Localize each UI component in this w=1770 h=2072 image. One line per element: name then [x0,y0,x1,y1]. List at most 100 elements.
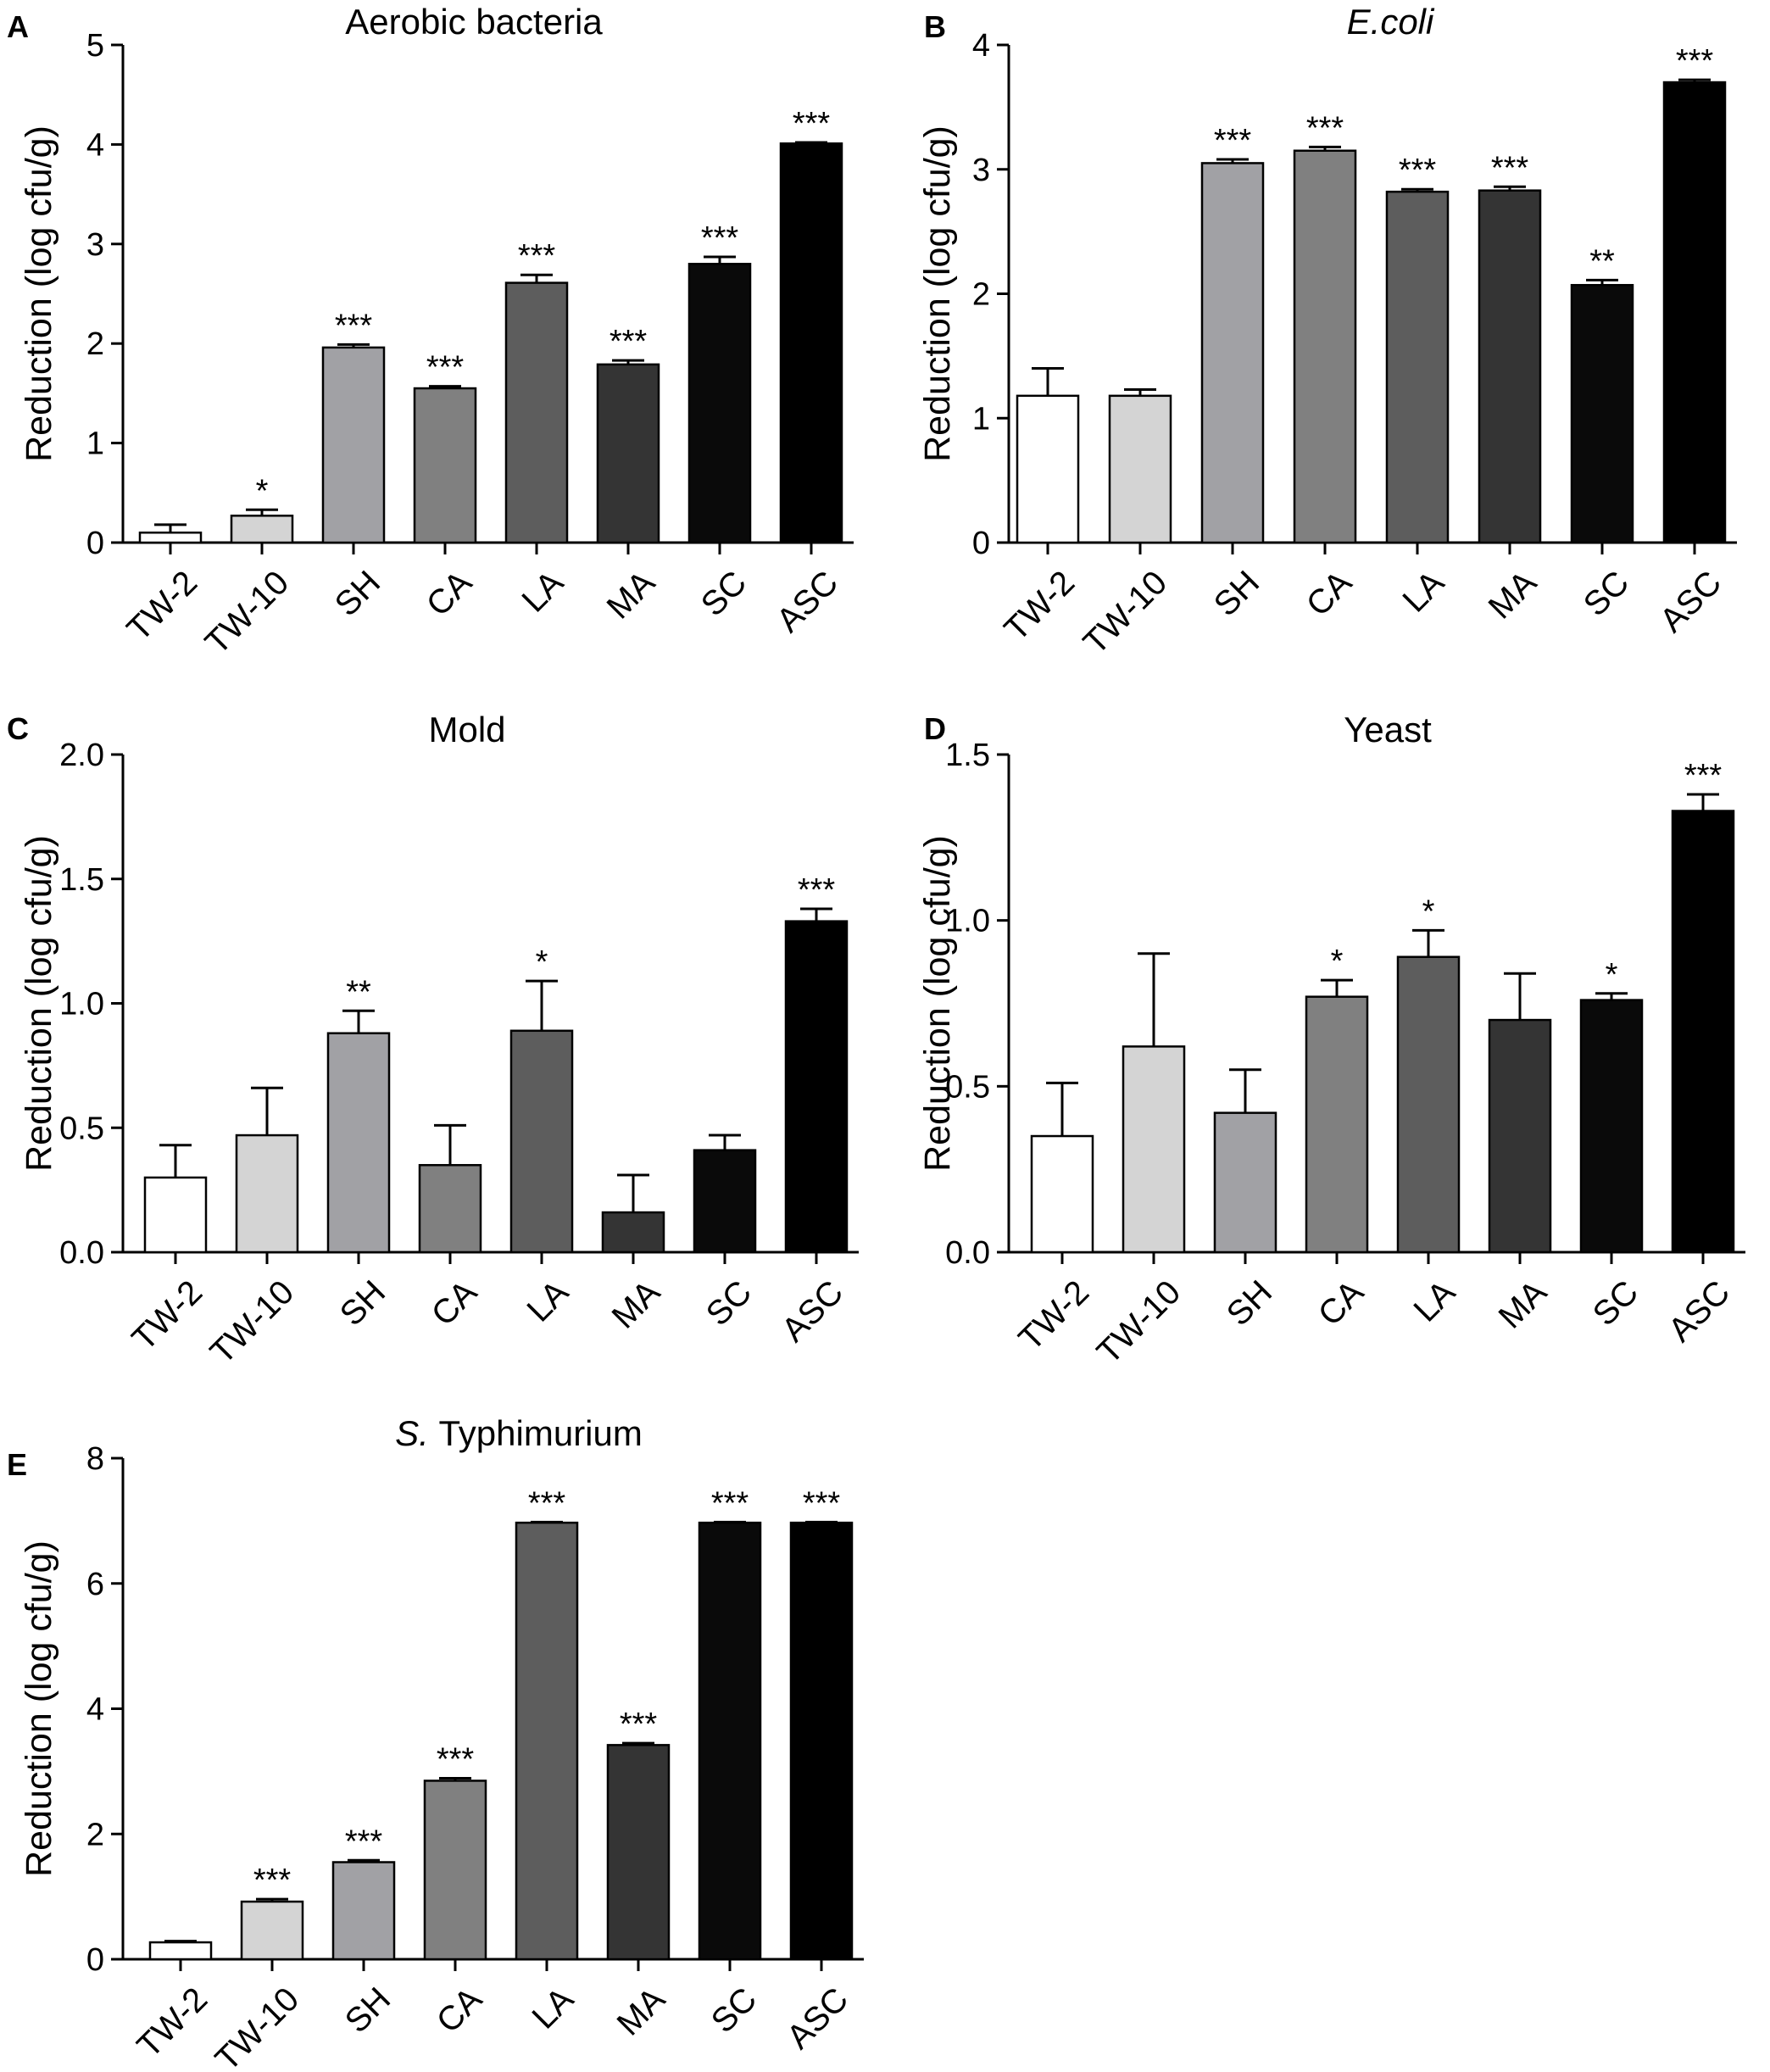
chart-title-prefix: S. [395,1413,438,1453]
bar-sc [1570,283,1634,544]
bar-la [509,1029,574,1254]
y-tick-label: 0.5 [59,1111,104,1146]
y-tick-label: 0 [86,1942,104,1978]
significance-label: ** [1589,243,1615,279]
y-tick-label: 1 [972,401,990,437]
y-axis-label: Reduction (log cfu/g) [19,125,59,462]
category-label: TW-2 [130,1980,214,2065]
significance-label: *** [1491,150,1529,186]
bar-tw-10 [230,515,294,544]
significance-label: *** [426,350,465,386]
category-label: MA [1492,1273,1555,1336]
significance-label: *** [803,1485,841,1521]
y-tick-label: 2 [972,277,990,313]
bar-ma [1478,189,1542,544]
significance-label: * [536,944,548,980]
chart-title-main: Typhimurium [438,1413,642,1453]
bar-sh [1213,1111,1277,1254]
category-label: MA [600,564,663,627]
bar-la [504,281,569,544]
y-axis-label: Reduction (log cfu/g) [19,1540,59,1877]
significance-label: * [1422,894,1435,929]
chart-panel-b: B E.coli Reduction (log cfu/g) 0 1 2 3 4 TW-2TW-… [917,2,1737,662]
significance-label: *** [1676,43,1714,79]
category-label: TW-2 [1011,1273,1096,1358]
y-tick-label: 0.0 [59,1235,104,1271]
significance-label: *** [609,324,648,359]
y-axis-label: Reduction (log cfu/g) [917,835,958,1172]
significance-label: *** [1399,153,1437,188]
y-tick-label: 0 [972,526,990,561]
category-label: SH [333,1273,392,1333]
bar-sc [698,1521,762,1961]
category-label: SH [338,1980,398,2040]
bar-ca [418,1164,482,1254]
significance-label: *** [701,220,739,256]
category-label: TW-10 [209,1980,306,2072]
bar-ca [423,1780,487,1961]
category-label: SC [694,564,754,623]
category-label: SC [699,1273,759,1333]
category-label: SH [328,564,387,623]
category-label: TW-10 [198,564,296,661]
category-label: ASC [780,1980,855,2056]
y-tick-label: 0.0 [945,1235,990,1271]
chart-title: Yeast [1344,710,1432,749]
y-tick-label: 2 [86,326,104,362]
category-label: TW-10 [203,1273,301,1371]
bar-sh [1200,162,1265,544]
category-label: LA [1395,564,1451,620]
chart-panel-d: D Yeast Reduction (log cfu/g) 0.0 0.5 1.0 1.5 T… [917,710,1745,1372]
bar-sc [687,263,752,544]
y-tick-label: 1.5 [945,738,990,773]
chart-panel-a: A Aerobic bacteria Reduction (log cfu/g) 0 1… [7,2,854,662]
category-label: SC [1586,1273,1645,1333]
bar-ma [1488,1018,1552,1254]
y-tick-label: 2 [86,1817,104,1852]
chart-title: Mold [428,710,505,749]
category-label: LA [1406,1273,1462,1329]
significance-label: * [1606,957,1618,993]
category-label: MA [605,1273,668,1336]
category-label: MA [1482,564,1545,627]
category-label: CA [425,1273,485,1334]
category-label: CA [1300,564,1360,624]
bar-tw-2 [148,1941,213,1961]
chart-panel-c: C Mold Reduction (log cfu/g) 0.0 0.5 1.0 1.5 2.… [7,710,859,1372]
y-tick-label: 4 [86,1692,104,1728]
bar-la [1385,190,1450,544]
bar-la [515,1521,579,1961]
bar-sc [693,1149,757,1254]
chart-panel-e: E S. Typhimurium Reduction (log cfu/g) 0 2 4 6… [7,1413,864,2072]
significance-label: * [256,473,269,509]
bar-ma [601,1211,665,1254]
category-label: SH [1207,564,1266,623]
category-label: LA [520,1273,576,1329]
category-label: CA [1311,1273,1372,1334]
chart-title: S. Typhimurium [395,1413,643,1453]
bar-sc [1579,999,1644,1254]
significance-label: *** [437,1742,475,1778]
significance-label: ** [346,974,371,1010]
y-tick-label: 1.0 [945,904,990,939]
category-label: ASC [770,564,845,639]
bar-tw-2 [138,532,203,544]
significance-label: *** [518,238,556,274]
y-tick-label: 1.0 [59,987,104,1022]
bar-asc [784,920,849,1254]
category-label: SC [704,1980,764,2040]
bar-ca [1305,995,1369,1254]
y-tick-label: 4 [86,127,104,163]
category-label: TW-2 [125,1273,209,1358]
bar-tw-10 [1122,1045,1186,1254]
y-tick-label: 3 [972,153,990,188]
chart-title: Aerobic bacteria [345,2,603,42]
category-label: TW-2 [120,564,204,649]
y-tick-label: 1.5 [59,862,104,898]
category-label: ASC [1653,564,1728,639]
bar-ca [413,387,477,544]
panel-letter: E [7,1447,27,1482]
bar-tw-10 [240,1900,304,1961]
panel-letter: C [7,711,29,746]
